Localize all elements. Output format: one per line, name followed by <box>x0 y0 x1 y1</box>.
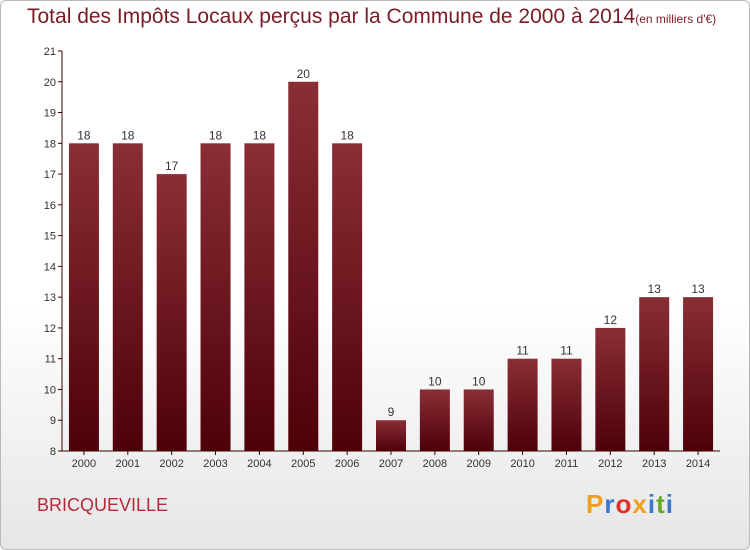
data-label: 9 <box>388 405 395 419</box>
y-tick-label: 18 <box>44 138 56 150</box>
data-label: 18 <box>121 128 135 142</box>
bar <box>156 174 187 452</box>
y-tick-label: 8 <box>50 446 56 458</box>
data-label: 10 <box>428 374 442 388</box>
data-label: 20 <box>297 67 311 81</box>
logo-letter: x <box>632 489 648 519</box>
x-tick-label: 2002 <box>159 458 183 470</box>
commune-name: BRICQUEVILLE <box>37 495 169 515</box>
y-tick-label: 13 <box>44 292 56 304</box>
unit-text: (en milliers d'€) <box>635 12 717 26</box>
bar <box>68 143 99 452</box>
bar <box>639 297 670 451</box>
x-tick-label: 2014 <box>686 458 710 470</box>
bar <box>419 389 450 451</box>
data-label: 12 <box>604 313 618 327</box>
x-tick-label: 2011 <box>555 458 579 470</box>
x-tick-label: 2008 <box>423 458 447 470</box>
logo-letter: P <box>586 489 605 519</box>
title-text: Total des Impôts Locaux perçus par la Co… <box>27 5 636 28</box>
x-tick-label: 2010 <box>510 458 534 470</box>
x-tick-label: 2004 <box>247 458 271 470</box>
bar <box>595 327 626 451</box>
bar <box>332 143 363 452</box>
y-tick-label: 16 <box>44 200 56 212</box>
logo-letter: i <box>665 489 674 519</box>
y-tick-label: 10 <box>44 384 56 396</box>
chart-title: Total des Impôts Locaux perçus par la Co… <box>27 5 716 29</box>
bar <box>200 143 231 452</box>
y-tick-label: 12 <box>44 323 56 335</box>
y-tick-label: 17 <box>44 169 56 181</box>
bar <box>112 143 143 452</box>
data-label: 13 <box>691 282 705 296</box>
bar <box>244 143 275 452</box>
bar <box>551 358 582 451</box>
logo-letter: i <box>647 489 657 519</box>
x-tick-label: 2009 <box>466 458 490 470</box>
bar <box>507 358 538 451</box>
x-tick-label: 2013 <box>642 458 666 470</box>
logo-letter: r <box>604 489 616 519</box>
y-tick-label: 14 <box>44 261 56 273</box>
y-tick-label: 21 <box>44 46 56 58</box>
bar <box>288 81 319 452</box>
data-label: 11 <box>516 344 529 358</box>
data-label: 18 <box>77 128 91 142</box>
data-label: 17 <box>165 159 179 173</box>
data-label: 18 <box>209 128 223 142</box>
y-tick-label: 20 <box>44 77 56 89</box>
data-label: 18 <box>340 128 354 142</box>
data-label: 18 <box>253 128 267 142</box>
logo-letter: t <box>656 489 666 519</box>
x-tick-label: 2001 <box>116 458 140 470</box>
y-tick-label: 11 <box>45 354 56 366</box>
y-tick-label: 15 <box>44 231 56 243</box>
y-tick-label: 19 <box>44 108 56 120</box>
x-tick-label: 2007 <box>379 458 403 470</box>
bar <box>683 297 714 451</box>
data-label: 13 <box>648 282 662 296</box>
bar <box>376 420 406 451</box>
x-tick-label: 2012 <box>598 458 622 470</box>
data-label: 10 <box>472 374 486 388</box>
x-tick-label: 2000 <box>72 458 96 470</box>
x-tick-label: 2003 <box>203 458 227 470</box>
bar <box>463 389 494 451</box>
x-tick-label: 2005 <box>291 458 315 470</box>
y-tick-label: 9 <box>50 415 56 427</box>
x-tick-label: 2006 <box>335 458 359 470</box>
proxiti-logo: Proxiti <box>586 489 674 520</box>
data-label: 11 <box>560 344 573 358</box>
logo-letter: o <box>615 489 633 519</box>
